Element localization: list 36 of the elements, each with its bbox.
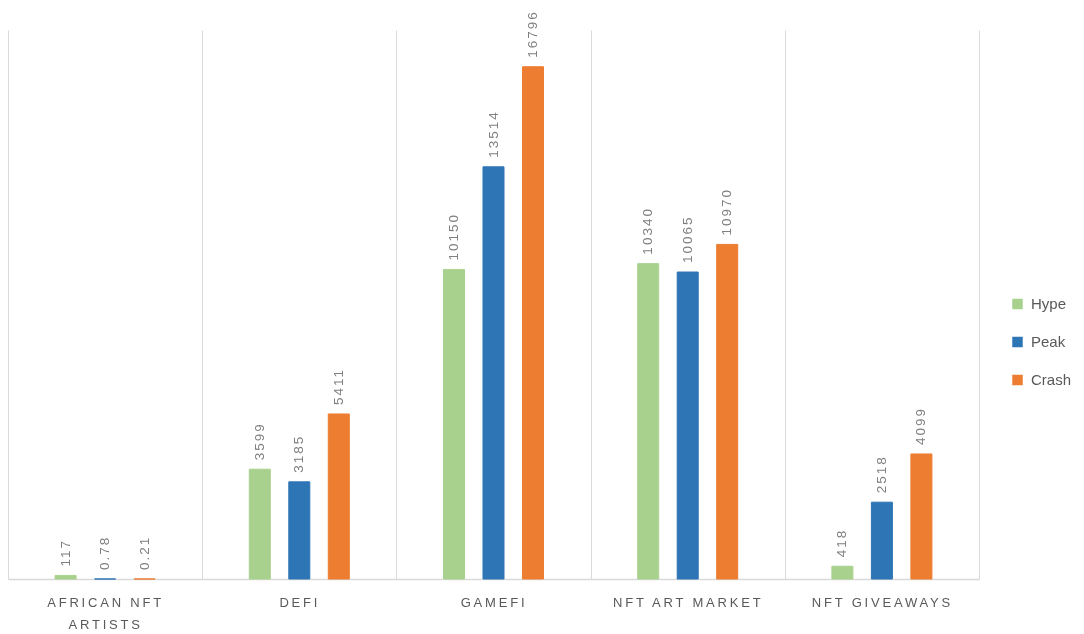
bar: [831, 565, 854, 580]
data-label: 3185: [291, 434, 307, 473]
x-tick-label: NFT ART MARKET: [612, 594, 764, 610]
bar: [676, 271, 699, 580]
bar: [910, 453, 933, 580]
data-label: 13514: [485, 110, 501, 158]
data-label: 418: [834, 528, 850, 558]
legend-label: Crash: [1031, 371, 1072, 388]
bar: [637, 263, 660, 580]
data-label: 0.78: [97, 535, 113, 570]
data-label: 0.21: [136, 535, 152, 570]
x-tick-label: DEFI: [279, 594, 321, 610]
bar: [327, 413, 350, 580]
data-label: 3599: [251, 422, 267, 461]
data-label: 4099: [913, 406, 929, 445]
data-label: 16796: [525, 10, 540, 58]
bar: [716, 243, 739, 580]
bar: [521, 66, 545, 580]
bar: [482, 166, 505, 580]
data-label: 10970: [719, 187, 735, 236]
legend-label: Peak: [1031, 333, 1066, 350]
data-label: 10065: [679, 215, 695, 264]
bar: [288, 481, 311, 580]
bar: [248, 468, 271, 580]
x-tick-label: NFT GIVEAWAYS: [811, 594, 953, 610]
x-tick-label: GAMEFI: [460, 594, 528, 610]
bar: [54, 574, 77, 580]
data-label: 2518: [873, 455, 889, 494]
data-label: 10340: [640, 207, 656, 255]
legend-label: Hype: [1031, 295, 1067, 312]
data-label: 117: [57, 538, 73, 567]
bar: [442, 268, 466, 580]
x-tick-label: AFRICAN NFT ARTISTS: [47, 594, 164, 632]
bar: [870, 501, 893, 580]
data-label: 5411: [330, 367, 346, 405]
data-label: 10150: [446, 212, 461, 261]
